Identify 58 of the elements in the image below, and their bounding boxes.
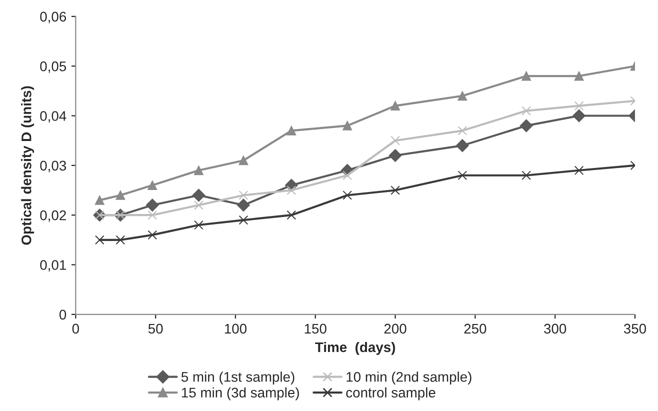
point: [286, 210, 296, 220]
point: [458, 126, 468, 136]
point: [94, 235, 104, 245]
point: [116, 190, 126, 200]
point: [146, 198, 159, 212]
point: [238, 190, 248, 200]
legend-label: 10 min (2nd sample): [346, 372, 472, 385]
point: [148, 210, 158, 220]
x-tick-label: 100: [224, 324, 247, 334]
x-axis-title: Time (days): [315, 342, 396, 355]
y-tick-label: 0,06: [40, 12, 66, 24]
x-tick-label: 50: [148, 324, 163, 334]
point: [522, 106, 531, 116]
point: [148, 230, 158, 240]
y-tick-label: 0,01: [40, 260, 66, 272]
point: [194, 200, 204, 210]
point: [456, 139, 469, 152]
point: [522, 170, 531, 180]
point: [390, 186, 400, 195]
point: [388, 149, 402, 162]
x-tick-label: 250: [464, 324, 486, 334]
y-tick-label: 0,03: [40, 160, 66, 172]
point: [390, 101, 400, 111]
y-axis-title: Optical density D (units): [21, 86, 34, 245]
y-tick-label: 0,04: [40, 111, 66, 123]
point: [286, 126, 296, 136]
legend-label: 5 min (1st sample): [181, 372, 294, 385]
point: [342, 170, 352, 180]
point: [522, 71, 531, 81]
legend-label: control sample: [346, 387, 436, 400]
point: [238, 215, 248, 225]
y-tick-label: 0,05: [40, 61, 66, 73]
point: [116, 235, 126, 245]
x-tick-label: 0: [72, 324, 79, 334]
point: [390, 136, 400, 146]
point: [342, 121, 352, 130]
y-tick-label: 0,02: [40, 210, 66, 222]
point: [238, 156, 248, 166]
point: [574, 71, 584, 81]
point: [458, 170, 468, 180]
point: [520, 119, 533, 132]
x-tick-label: 150: [304, 324, 326, 334]
legend-label: 15 min (3d sample): [182, 387, 299, 400]
point: [94, 196, 104, 205]
x-tick-label: 200: [384, 324, 406, 334]
x-tick-label: 300: [544, 324, 566, 334]
point: [342, 190, 352, 200]
point: [192, 188, 206, 202]
point: [237, 198, 250, 212]
point: [572, 109, 586, 122]
point: [194, 166, 204, 176]
point: [574, 166, 584, 176]
point: [458, 91, 468, 101]
y-tick-label: 0: [59, 310, 66, 320]
x-tick-label: 350: [624, 324, 646, 334]
point: [574, 101, 584, 111]
point: [148, 180, 158, 190]
point: [194, 220, 204, 230]
